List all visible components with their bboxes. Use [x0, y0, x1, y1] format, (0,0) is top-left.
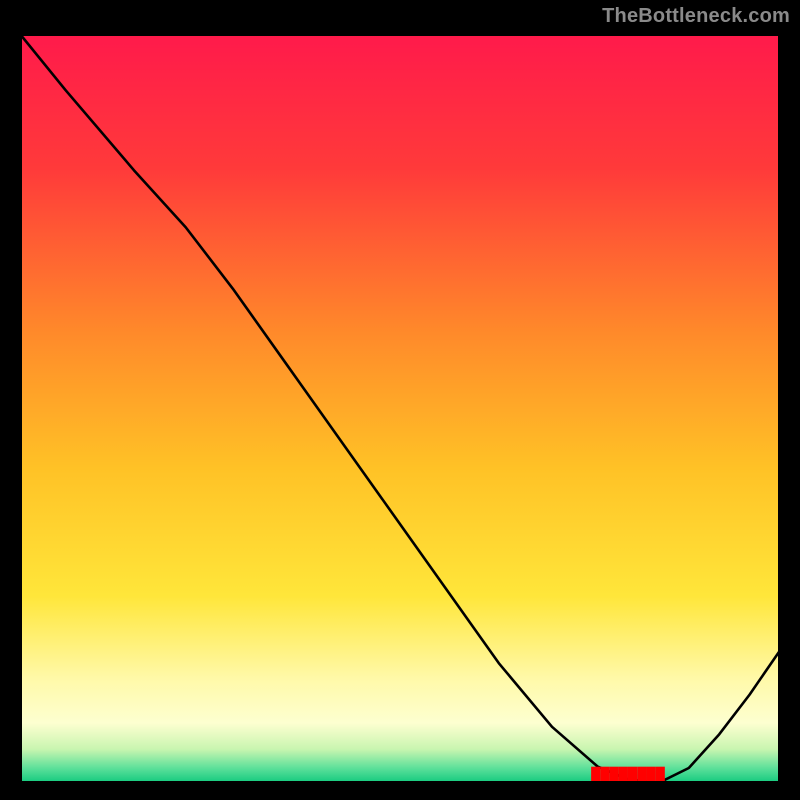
bottleneck-chart: ████████	[0, 0, 800, 800]
baseline-mark: ████████	[591, 767, 665, 783]
chart-stage: ████████ TheBottleneck.com	[0, 0, 800, 800]
plot-background	[20, 34, 780, 783]
watermark-text: TheBottleneck.com	[602, 5, 790, 28]
